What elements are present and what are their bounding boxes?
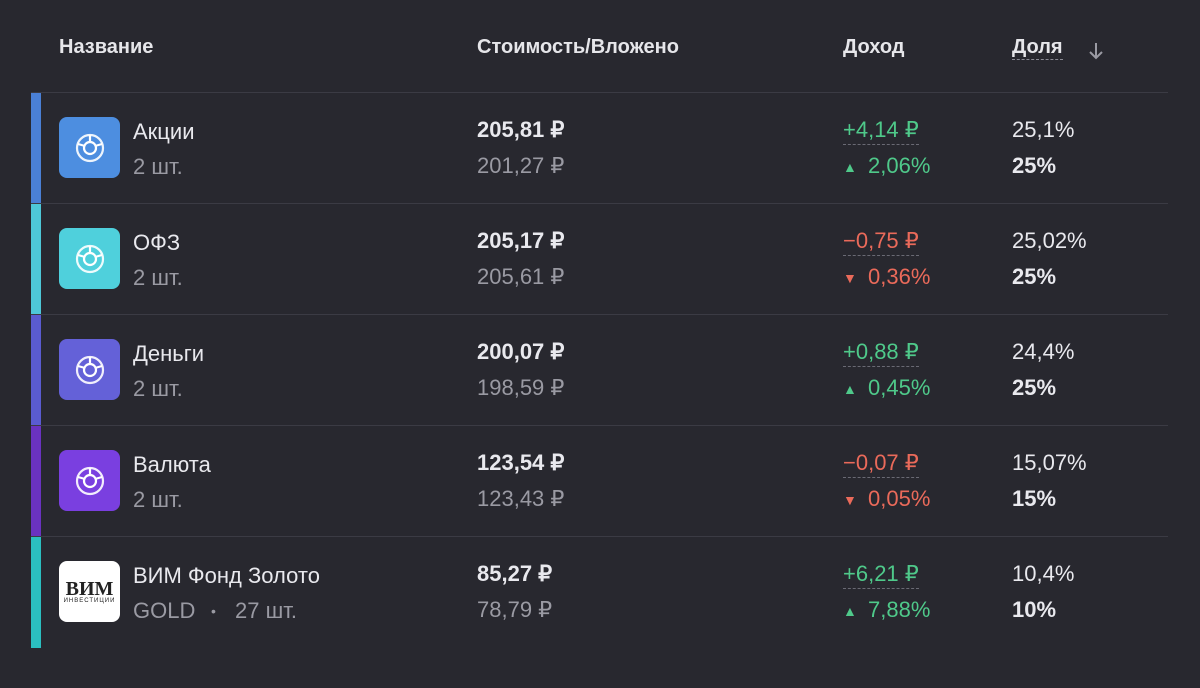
asset-icon: [59, 228, 120, 289]
row-color-bar: [31, 426, 41, 537]
trend-arrow: ▲: [843, 381, 857, 397]
trend-arrow: ▼: [843, 270, 857, 286]
asset-icon: [59, 450, 120, 511]
invested-value: 123,43 ₽: [477, 486, 565, 511]
trend-arrow: ▲: [843, 159, 857, 175]
quantity: 2 шт.: [133, 154, 183, 179]
income-percent: 0,05%: [868, 486, 931, 511]
table-row[interactable]: Акции 2 шт. 205,81 ₽ 201,27 ₽ +4,14 ₽ ▲ 2,06% 2…: [31, 92, 1168, 204]
row-color-bar: [31, 537, 41, 648]
income: +0,88 ₽: [843, 339, 919, 367]
target-share: 25%: [1012, 153, 1057, 178]
logo-text: ВИМ: [65, 577, 114, 600]
separator-dot: •: [211, 603, 216, 619]
income-value: −0,75 ₽: [843, 228, 919, 256]
table-row[interactable]: ВИМ ИНВЕСТИЦИИ ВИМ Фонд Золото GOLD • 27 шт. 8…: [31, 536, 1168, 648]
header-share[interactable]: Доля: [1012, 36, 1063, 60]
income: −0,75 ₽: [843, 228, 919, 256]
asset-name: Деньги: [133, 341, 205, 366]
trend-arrow: ▼: [843, 492, 857, 508]
invested-value: 198,59 ₽: [477, 375, 565, 400]
current-value: 200,07 ₽: [477, 339, 565, 364]
current-value: 205,17 ₽: [477, 228, 565, 253]
header-income[interactable]: Доход: [843, 36, 905, 58]
quantity: 2 шт.: [133, 265, 183, 290]
quantity: 2 шт.: [133, 376, 183, 401]
income-percent: 0,45%: [868, 375, 931, 400]
share: 25,1%: [1012, 117, 1075, 142]
quantity: 27 шт.: [235, 598, 297, 623]
table-row[interactable]: Валюта 2 шт. 123,54 ₽ 123,43 ₽ −0,07 ₽ ▼ 0,05%…: [31, 425, 1168, 537]
income-percent: 7,88%: [868, 597, 931, 622]
row-color-bar: [31, 204, 41, 315]
table-bottom: [31, 647, 32, 648]
target-share: 15%: [1012, 486, 1057, 511]
income: +4,14 ₽: [843, 117, 919, 145]
target-share: 25%: [1012, 375, 1057, 400]
invested-value: 205,61 ₽: [477, 264, 565, 289]
header-name[interactable]: Название: [59, 36, 154, 58]
table-row[interactable]: ОФЗ 2 шт. 205,17 ₽ 205,61 ₽ −0,75 ₽ ▼ 0,36% 25,…: [31, 203, 1168, 315]
current-value: 123,54 ₽: [477, 450, 565, 475]
asset-name: ВИМ Фонд Золото: [133, 563, 320, 588]
logo-sub: ИНВЕСТИЦИИ: [63, 597, 116, 604]
invested-value: 201,27 ₽: [477, 153, 565, 178]
income-value: −0,07 ₽: [843, 450, 919, 478]
income-percent: 0,36%: [868, 264, 931, 289]
asset-icon: [59, 339, 120, 400]
income: −0,07 ₽: [843, 450, 919, 478]
trend-arrow: ▲: [843, 603, 857, 619]
asset-icon: [59, 117, 120, 178]
row-color-bar: [31, 315, 41, 426]
share: 25,02%: [1012, 228, 1087, 253]
income-percent: 2,06%: [868, 153, 931, 178]
target-share: 10%: [1012, 597, 1057, 622]
asset-name: Валюта: [133, 452, 211, 477]
sort-arrow[interactable]: [1086, 40, 1106, 62]
share: 10,4%: [1012, 561, 1075, 586]
income: +6,21 ₽: [843, 561, 919, 589]
quantity: 2 шт.: [133, 487, 183, 512]
share: 15,07%: [1012, 450, 1087, 475]
table-row[interactable]: Деньги 2 шт. 200,07 ₽ 198,59 ₽ +0,88 ₽ ▲ 0,45%…: [31, 314, 1168, 426]
current-value: 205,81 ₽: [477, 117, 565, 142]
ticker: GOLD: [133, 598, 196, 623]
asset-name: Акции: [133, 119, 195, 144]
header-value[interactable]: Стоимость/Вложено: [477, 36, 679, 58]
asset-name: ОФЗ: [133, 230, 181, 255]
fund-logo: ВИМ ИНВЕСТИЦИИ: [59, 561, 120, 622]
current-value: 85,27 ₽: [477, 561, 553, 586]
income-value: +6,21 ₽: [843, 561, 919, 589]
income-value: +0,88 ₽: [843, 339, 919, 367]
invested-value: 78,79 ₽: [477, 597, 553, 622]
income-value: +4,14 ₽: [843, 117, 919, 145]
row-color-bar: [31, 93, 41, 204]
target-share: 25%: [1012, 264, 1057, 289]
share: 24,4%: [1012, 339, 1075, 364]
